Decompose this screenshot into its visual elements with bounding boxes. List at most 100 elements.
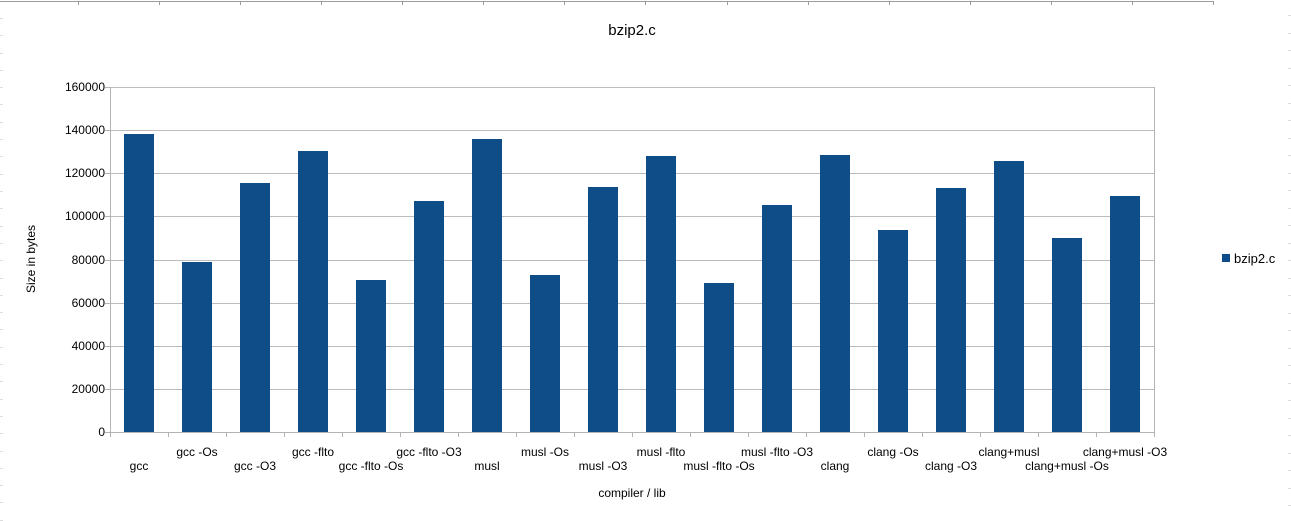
y-axis-line bbox=[110, 87, 111, 433]
row-border-stub-right bbox=[1288, 435, 1291, 436]
y-axis-tick bbox=[105, 389, 110, 390]
row-border-stub-right bbox=[1288, 120, 1291, 121]
bar-gcc -flto -Os bbox=[356, 280, 386, 432]
row-border-stub-left bbox=[0, 139, 3, 140]
column-border-stub bbox=[1132, 1, 1133, 5]
row-border-stub-right bbox=[1288, 330, 1291, 331]
row-border-stub-left bbox=[0, 191, 3, 192]
gridline bbox=[110, 87, 1154, 88]
y-axis-tick bbox=[105, 173, 110, 174]
row-border-stub-left bbox=[0, 104, 3, 105]
y-axis-tick-label: 80000 bbox=[71, 253, 105, 267]
gridline bbox=[110, 130, 1154, 131]
column-border-stub bbox=[402, 1, 403, 5]
row-border-stub-right bbox=[1288, 488, 1291, 489]
x-axis-tick bbox=[748, 433, 749, 437]
row-border-stub-right bbox=[1288, 400, 1291, 401]
row-border-stub-right bbox=[1288, 50, 1291, 51]
bar-clang+musl bbox=[994, 161, 1024, 432]
row-border-stub-right bbox=[1288, 103, 1291, 104]
row-border-stub-left bbox=[0, 87, 3, 88]
row-border-stub-right bbox=[1288, 243, 1291, 244]
row-border-stub-left bbox=[0, 208, 3, 209]
row-border-stub-right bbox=[1288, 155, 1291, 156]
column-border-stub bbox=[483, 1, 484, 5]
x-axis-tick bbox=[806, 433, 807, 437]
row-border-stub-right bbox=[1288, 278, 1291, 279]
bar-gcc -O3 bbox=[240, 183, 270, 432]
row-border-stub-left bbox=[0, 18, 3, 19]
bar-gcc -flto -O3 bbox=[414, 201, 444, 432]
chart-title: bzip2.c bbox=[608, 22, 656, 39]
row-border-stub-left bbox=[0, 53, 3, 54]
legend: bzip2.c bbox=[1222, 249, 1275, 267]
column-border-stub bbox=[78, 1, 79, 5]
row-border-stub-left bbox=[0, 451, 3, 452]
x-axis-category-label: clang+musl bbox=[978, 445, 1040, 459]
column-border-stub bbox=[889, 1, 890, 5]
x-axis-title: compiler / lib bbox=[598, 486, 666, 500]
x-axis-tick bbox=[516, 433, 517, 437]
row-border-stub-right bbox=[1288, 68, 1291, 69]
x-axis-category-label: gcc bbox=[129, 459, 149, 473]
row-border-stub-right bbox=[1288, 295, 1291, 296]
row-border-stub-left bbox=[0, 278, 3, 279]
row-border-stub-left bbox=[0, 347, 3, 348]
bar-musl -flto -O3 bbox=[762, 205, 792, 432]
column-border-stub bbox=[564, 1, 565, 5]
y-axis-tick bbox=[105, 260, 110, 261]
column-border-stub bbox=[1213, 1, 1214, 5]
cell-border-top-line bbox=[0, 1, 1213, 2]
row-border-stub-right bbox=[1288, 365, 1291, 366]
gridline bbox=[110, 303, 1154, 304]
bar-gcc -flto bbox=[298, 151, 328, 432]
y-axis-tick-label: 20000 bbox=[71, 382, 105, 396]
x-axis-tick bbox=[1096, 433, 1097, 437]
plot-right-border bbox=[1154, 87, 1155, 433]
gridline bbox=[110, 173, 1154, 174]
bar-musl -Os bbox=[530, 275, 560, 432]
bar-clang -O3 bbox=[936, 188, 966, 432]
bar-clang+musl -O3 bbox=[1110, 196, 1140, 432]
column-border-stub bbox=[645, 1, 646, 5]
row-border-stub-right bbox=[1288, 190, 1291, 191]
row-border-stub-left bbox=[0, 381, 3, 382]
row-border-stub-right bbox=[1288, 505, 1291, 506]
row-border-stub-right bbox=[1288, 138, 1291, 139]
row-border-stub-right bbox=[1288, 173, 1291, 174]
y-axis-tick bbox=[105, 346, 110, 347]
column-border-stub bbox=[321, 1, 322, 5]
y-axis-tick-label: 40000 bbox=[71, 339, 105, 353]
legend-label: bzip2.c bbox=[1234, 250, 1276, 266]
x-axis-tick bbox=[1154, 433, 1155, 437]
x-axis-tick bbox=[632, 433, 633, 437]
column-border-stub bbox=[1051, 1, 1052, 5]
row-border-stub-left bbox=[0, 485, 3, 486]
row-border-stub-right bbox=[1288, 470, 1291, 471]
x-axis-category-label: musl -Os bbox=[521, 445, 569, 459]
y-axis-tick-label: 100000 bbox=[64, 209, 105, 223]
gridline bbox=[110, 260, 1154, 261]
row-border-stub-left bbox=[0, 260, 3, 261]
column-border-stub bbox=[808, 1, 809, 5]
x-axis-tick bbox=[400, 433, 401, 437]
column-border-stub bbox=[970, 1, 971, 5]
row-border-stub-left bbox=[0, 468, 3, 469]
row-border-stub-left bbox=[0, 312, 3, 313]
x-axis-tick bbox=[1038, 433, 1039, 437]
row-border-stub-right bbox=[1288, 85, 1291, 86]
x-axis-category-label: clang+musl -O3 bbox=[1082, 445, 1168, 459]
row-border-stub-left bbox=[0, 295, 3, 296]
x-axis-category-label: gcc -flto -Os bbox=[338, 459, 404, 473]
x-axis-category-label: gcc -flto -O3 bbox=[396, 445, 462, 459]
row-border-stub-left bbox=[0, 329, 3, 330]
row-border-stub-right bbox=[1288, 225, 1291, 226]
gridline bbox=[110, 216, 1154, 217]
x-axis-category-label: gcc -flto bbox=[291, 445, 335, 459]
y-axis-title: Size in bytes bbox=[24, 224, 38, 294]
y-axis-tick-label: 120000 bbox=[64, 166, 105, 180]
gridline bbox=[110, 346, 1154, 347]
y-axis-tick bbox=[105, 130, 110, 131]
column-border-stub bbox=[159, 1, 160, 5]
